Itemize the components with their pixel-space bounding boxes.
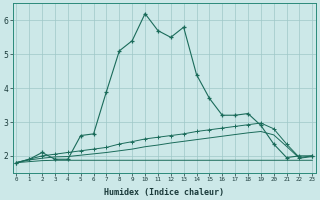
X-axis label: Humidex (Indice chaleur): Humidex (Indice chaleur) bbox=[104, 188, 224, 197]
